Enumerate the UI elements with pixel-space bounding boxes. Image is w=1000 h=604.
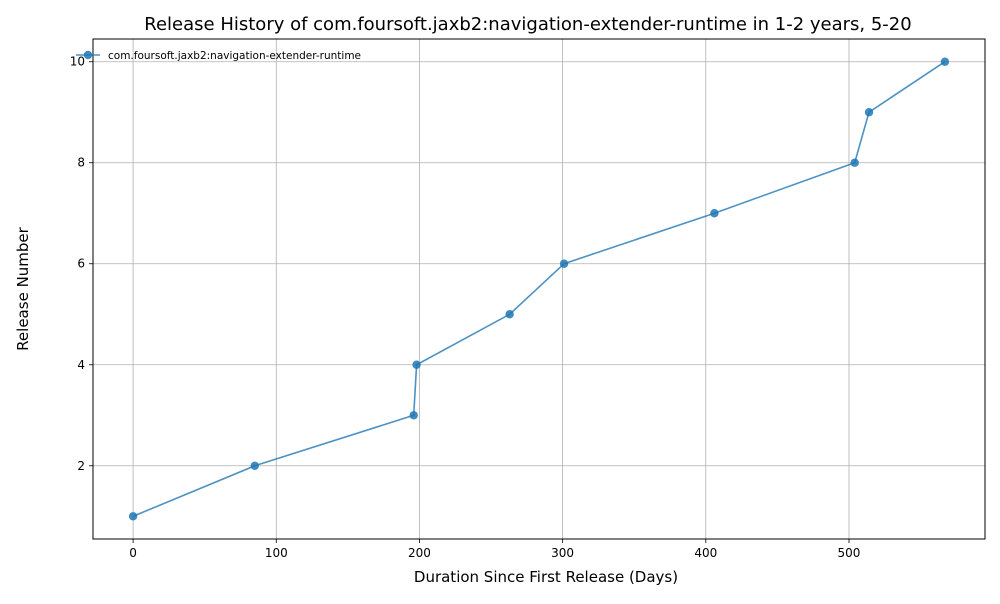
x-tick-label: 400 xyxy=(694,546,717,560)
x-tick-label: 300 xyxy=(551,546,574,560)
data-point xyxy=(940,57,950,66)
x-tick-label: 200 xyxy=(408,546,431,560)
data-point xyxy=(505,310,514,319)
data-point xyxy=(710,209,719,218)
data-point xyxy=(559,259,569,268)
series-layer xyxy=(128,57,950,521)
data-point xyxy=(864,108,874,117)
y-tick-label: 2 xyxy=(77,459,85,473)
legend-marker xyxy=(83,50,93,60)
x-tick-label: 500 xyxy=(838,546,861,560)
legend: com.foursoft.jaxb2:navigation-extender-r… xyxy=(76,50,361,62)
data-point xyxy=(412,360,421,369)
axis-ticks: 0 100 200 300 400 500 2 4 6 8 10 xyxy=(70,55,861,560)
x-tick-label: 100 xyxy=(265,546,288,560)
series-line xyxy=(132,61,946,518)
data-point xyxy=(850,158,859,167)
y-tick-label: 10 xyxy=(70,55,85,69)
data-point xyxy=(128,512,138,521)
chart-title: Release History of com.foursoft.jaxb2:na… xyxy=(144,14,911,35)
legend-label: com.foursoft.jaxb2:navigation-extender-r… xyxy=(108,50,361,62)
y-tick-label: 6 xyxy=(77,257,85,271)
y-tick-label: 8 xyxy=(77,156,85,170)
x-tick-label: 0 xyxy=(129,546,137,560)
plot-frame xyxy=(92,38,986,540)
grid xyxy=(93,39,985,539)
data-point xyxy=(409,411,418,420)
y-axis-label: Release Number xyxy=(14,226,32,350)
y-tick-label: 4 xyxy=(77,358,85,372)
data-point xyxy=(250,461,259,470)
x-axis-label: Duration Since First Release (Days) xyxy=(414,568,678,586)
